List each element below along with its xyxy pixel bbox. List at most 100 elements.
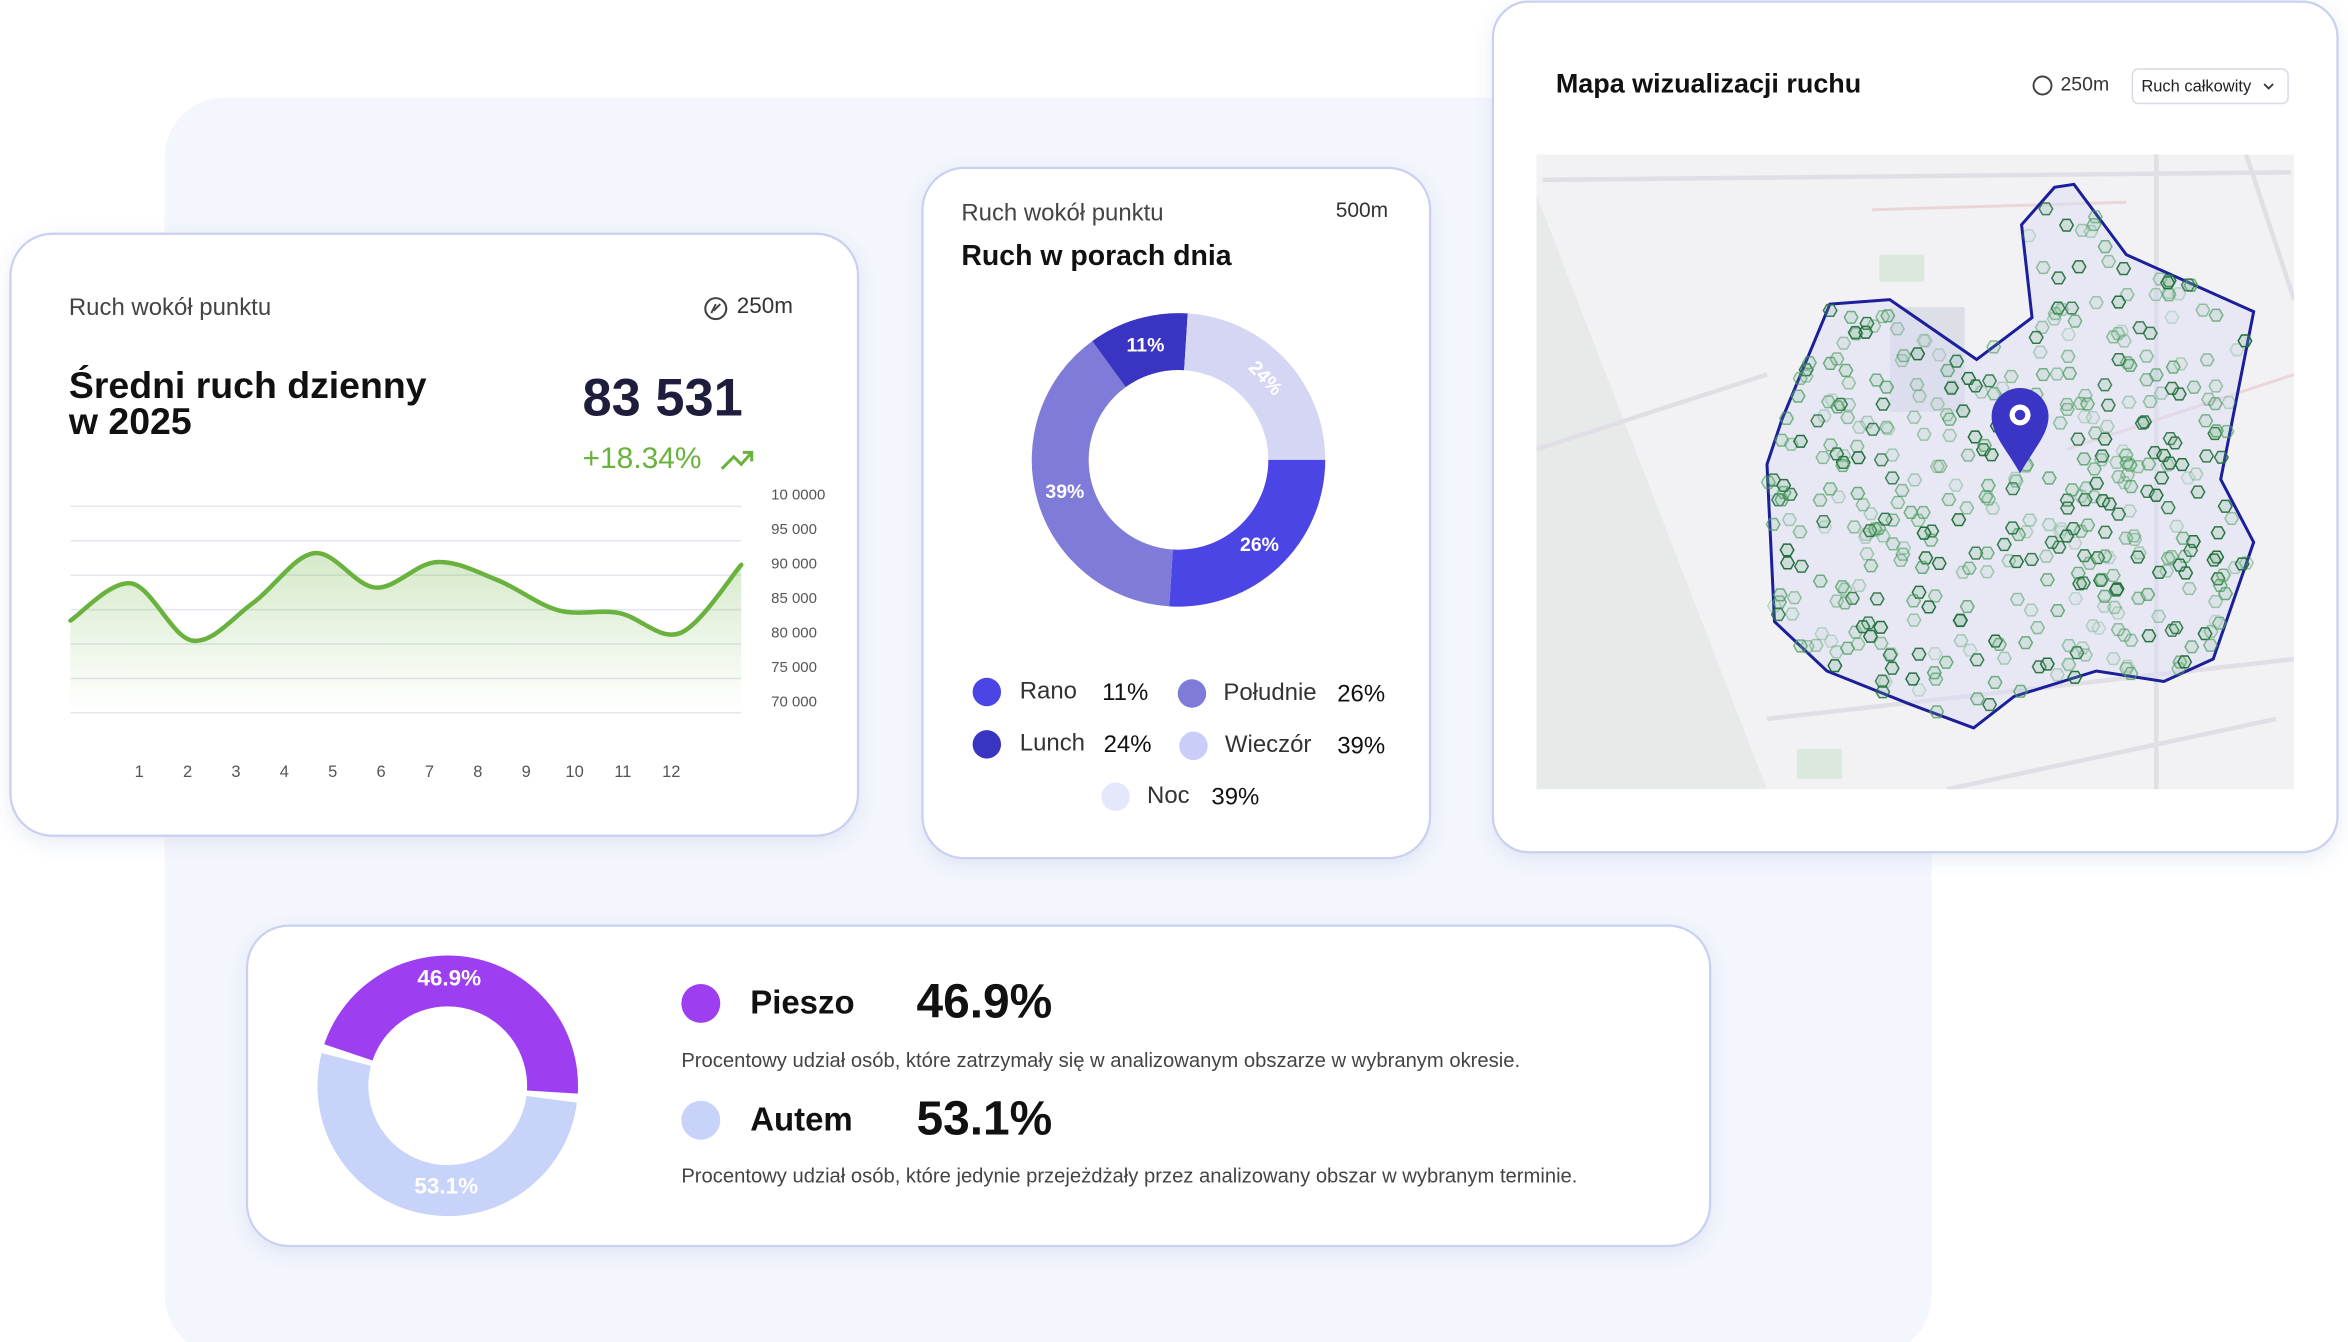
legend-value: 46.9%: [916, 976, 1052, 1029]
heat-hex: [2217, 499, 2233, 513]
heat-hex: [1927, 647, 1943, 661]
heat-hex: [1851, 420, 1868, 434]
heat-hex: [1962, 643, 1978, 657]
heat-hex: [1916, 427, 1932, 441]
heat-hex: [2234, 557, 2250, 571]
heat-hex: [2101, 497, 2118, 511]
heat-hex: [2094, 572, 2110, 586]
legend-value: 53.1%: [916, 1092, 1052, 1145]
heat-hex: [2181, 582, 2197, 596]
heat-hex: [2111, 295, 2127, 309]
heat-hex: [1835, 458, 1851, 473]
x-tick-label: 10: [565, 763, 583, 781]
heat-hex: [1829, 400, 1846, 414]
heat-hex: [1921, 600, 1937, 614]
heat-hex: [2074, 223, 2090, 237]
map-road: [1871, 200, 2295, 451]
heat-hex: [2167, 436, 2183, 450]
legend-description: Procentowy udział osób, które jedynie pr…: [681, 1165, 1577, 1187]
heat-hex: [1808, 638, 1824, 652]
heat-hex: [1968, 546, 1984, 560]
radius-label: 250m: [737, 293, 793, 318]
heat-hex: [2161, 288, 2177, 302]
map: [1536, 154, 2295, 790]
heat-hex: [2061, 638, 2077, 653]
heat-hex: [2070, 566, 2086, 580]
heat-hex: [1973, 385, 1989, 399]
legend-name: Rano: [1020, 677, 1077, 704]
heat-hex: [2080, 518, 2096, 532]
heat-hex: [2097, 549, 2113, 563]
x-tick-label: 2: [183, 763, 192, 781]
heat-hex: [1812, 493, 1828, 507]
heat-hex: [2094, 449, 2110, 463]
heat-hex: [2038, 202, 2054, 216]
heat-hex: [1981, 697, 1998, 712]
heat-hex: [2162, 456, 2178, 470]
legend-name: Pieszo: [750, 984, 854, 1021]
heat-hex: [2101, 550, 2117, 565]
heat-hex: [2035, 260, 2051, 275]
donut-slice: [1169, 459, 1326, 607]
heat-hex: [2208, 424, 2224, 438]
heat-hex: [2101, 254, 2117, 269]
heat-hex: [2052, 416, 2068, 430]
heat-hex: [2153, 386, 2170, 400]
y-tick-label: 80 000: [771, 625, 817, 642]
heat-hex: [1779, 556, 1796, 570]
compass-icon: [704, 297, 728, 321]
heat-hex: [2119, 356, 2135, 370]
y-tick-label: 10 0000: [771, 487, 825, 504]
legend-name: Wieczór: [1225, 731, 1311, 758]
x-tick-label: 5: [328, 763, 337, 781]
heat-hex: [2071, 260, 2087, 274]
heat-hex: [1981, 374, 1998, 388]
heat-hex: [1883, 647, 1899, 661]
heat-hex: [1822, 303, 1838, 318]
heat-hex: [2119, 287, 2135, 302]
donut-slice: [1031, 341, 1173, 607]
heat-hex: [2198, 414, 2214, 428]
heat-hex: [2109, 455, 2125, 469]
heat-hex: [2203, 624, 2219, 639]
heat-hex: [1955, 565, 1971, 579]
heat-hex: [2008, 554, 2025, 569]
heat-hex: [1810, 414, 1826, 428]
heat-hex: [2100, 398, 2116, 412]
x-tick-label: 12: [662, 763, 680, 781]
heat-hex: [2130, 550, 2146, 564]
heat-hex: [1884, 471, 1900, 485]
heat-hex: [1863, 507, 1879, 521]
heat-hex: [2173, 357, 2189, 371]
chart-title: Ruch w porach dnia: [961, 240, 1231, 272]
heat-hex: [2164, 381, 2180, 395]
heat-hex: [2004, 521, 2021, 535]
heat-hex: [1979, 546, 1995, 560]
heat-hex: [1860, 616, 1876, 630]
heat-hex: [1829, 352, 1845, 366]
heat-hex: [2210, 526, 2226, 540]
slice-label: 26%: [1240, 534, 1279, 556]
heat-hex: [1969, 692, 1985, 706]
donut-slice: [1092, 313, 1188, 388]
heat-hex: [2206, 553, 2222, 567]
heat-hex: [1847, 325, 1863, 340]
heat-hex: [2018, 525, 2034, 539]
dropdown-label[interactable]: Ruch całkowity: [2141, 77, 2252, 95]
heat-hex: [1875, 310, 1891, 324]
heat-hex: [2138, 349, 2155, 363]
dropdown[interactable]: [2131, 68, 2289, 105]
heat-hex: [2029, 621, 2046, 635]
heat-hex: [1967, 430, 1983, 444]
heat-hex: [1918, 551, 1934, 565]
heat-hex: [1862, 629, 1879, 643]
heat-hex: [2182, 543, 2199, 558]
heat-hex: [2034, 320, 2050, 334]
heat-hex: [1942, 428, 1958, 443]
heat-hex: [2012, 684, 2029, 698]
heat-hex: [2110, 622, 2126, 637]
heat-hex: [2122, 458, 2138, 472]
heat-hex: [1792, 639, 1809, 653]
heat-hex: [1880, 422, 1896, 436]
heat-hex: [2116, 476, 2133, 490]
